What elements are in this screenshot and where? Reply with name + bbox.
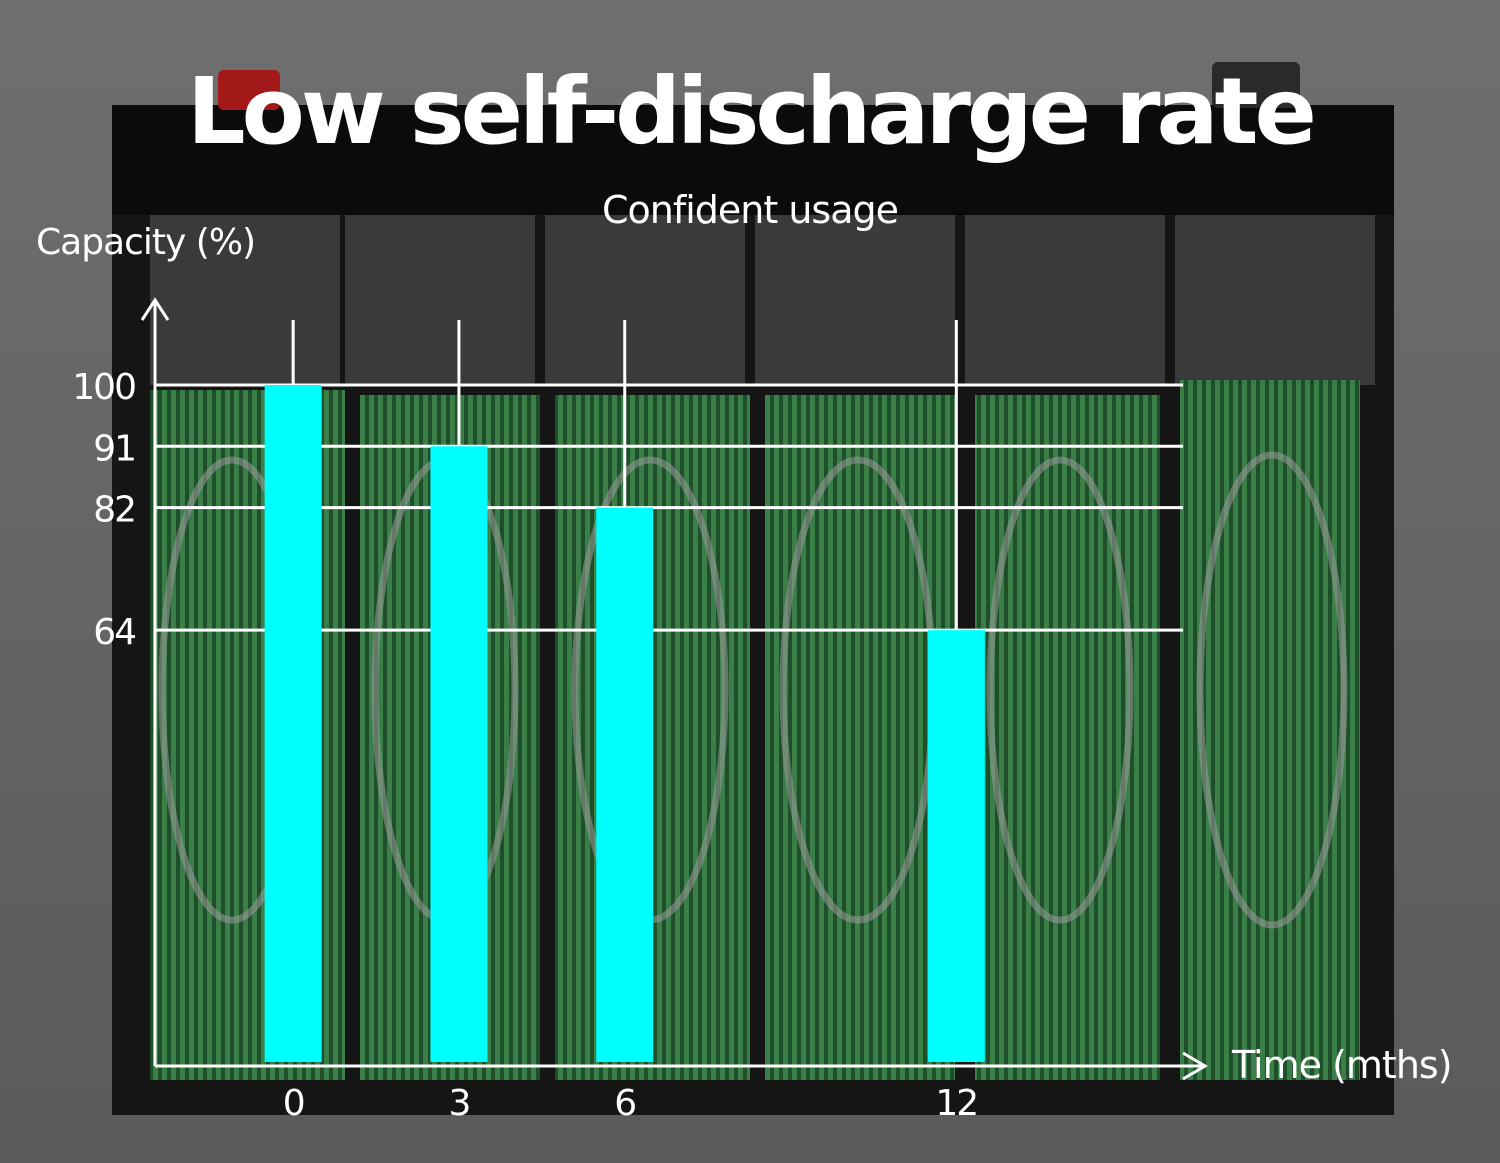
y-axis-arrow-icon xyxy=(140,297,170,321)
y-tick-label-82: 82 xyxy=(93,490,135,531)
y-axis-label: Capacity (%) xyxy=(36,222,256,263)
x-axis-label: Time (mths) xyxy=(1232,1043,1453,1087)
y-tick-label-91: 91 xyxy=(93,428,135,469)
x-axis-arrow-icon xyxy=(1182,1051,1208,1081)
chart-subtitle: Confident usage xyxy=(601,188,899,232)
bar-3 xyxy=(430,446,488,1062)
positive-terminal xyxy=(218,70,280,110)
chart-title: Low self-discharge rate xyxy=(187,58,1317,165)
x-tick-label-0: 0 xyxy=(283,1083,304,1124)
y-tick-label-100: 100 xyxy=(72,367,135,408)
bar-6 xyxy=(596,507,654,1063)
x-tick-label-3: 3 xyxy=(448,1083,469,1124)
bar-0 xyxy=(264,385,322,1062)
x-tick-label-12: 12 xyxy=(935,1083,977,1124)
y-tick-label-64: 64 xyxy=(93,612,135,653)
x-tick-label-6: 6 xyxy=(614,1083,635,1124)
bar-12 xyxy=(927,630,985,1062)
negative-terminal xyxy=(1212,62,1300,108)
